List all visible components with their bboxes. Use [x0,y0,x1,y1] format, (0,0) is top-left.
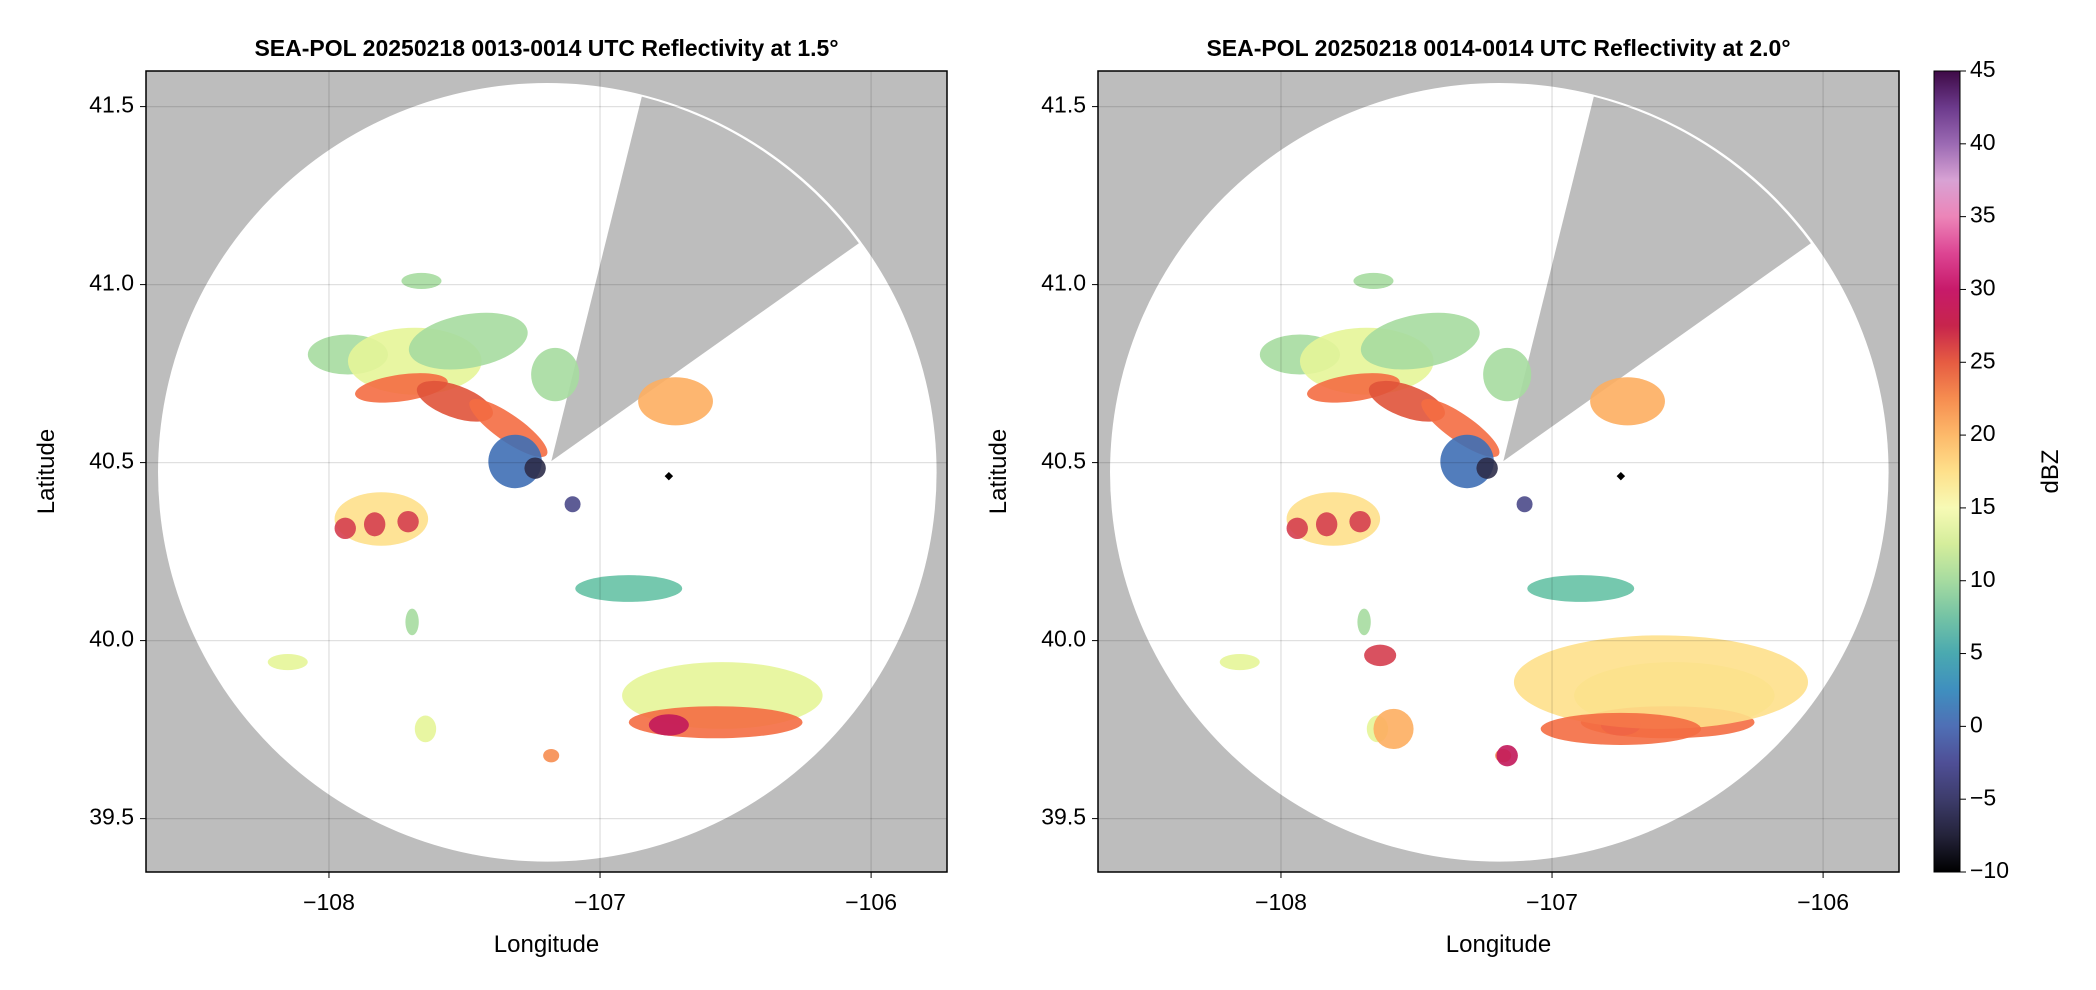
colorbar-tick-label: 0 [1970,711,1983,737]
blocked-sector [1503,96,1811,462]
echo [1540,712,1702,745]
y-tick-label: 41.5 [89,92,134,118]
echo [648,714,689,736]
x-tick-label: −108 [303,889,355,915]
plot-area [1098,71,1899,872]
echo [1357,608,1371,636]
echo [401,272,442,289]
y-tick-label: 40.0 [1041,626,1086,652]
echo [1286,517,1308,540]
echo [1315,512,1338,537]
echo [575,575,683,602]
echo [1353,272,1394,289]
echo [363,512,386,537]
colorbar-tick-label: 25 [1970,347,1996,373]
echo [1590,377,1665,426]
colorbar-label: dBZ [2037,449,2064,493]
echo [638,377,713,426]
x-axis-label: Longitude [1446,931,1551,958]
echo [524,457,546,479]
echo [1513,635,1809,729]
y-tick-label: 40.5 [89,448,134,474]
echo [1483,347,1532,402]
echo [405,608,419,636]
echo [267,654,308,671]
colorbar-tick-label: −10 [1970,857,2009,883]
echo [531,347,580,402]
colorbar-tick-label: 35 [1970,202,1996,228]
echo [334,517,356,540]
echo [397,510,419,533]
plot-area [146,71,947,872]
x-tick-label: −108 [1255,889,1307,915]
colorbar-tick-label: 10 [1970,566,1996,592]
y-tick-label: 41.0 [89,270,134,296]
radar-site [1616,471,1626,481]
y-tick-label: 40.5 [1041,448,1086,474]
echo [1349,510,1371,533]
echo [564,496,581,513]
colorbar-tick-label: 15 [1970,493,1996,519]
axes-frame [145,70,948,873]
colorbar-tick-label: 45 [1970,56,1996,82]
y-axis-label: Latitude [33,429,60,514]
colorbar-tick-label: 30 [1970,275,1996,301]
y-axis-label: Latitude [985,429,1012,514]
echo [1476,457,1498,479]
echo [1496,744,1518,767]
y-tick-label: 40.0 [89,626,134,652]
colorbar-tick-label: −5 [1970,784,1996,810]
echo [408,312,528,370]
y-tick-label: 41.5 [1041,92,1086,118]
y-tick-label: 39.5 [1041,804,1086,830]
echo [1516,496,1533,513]
x-tick-label: −106 [845,889,897,915]
x-tick-label: −106 [1797,889,1849,915]
colorbar-tick-label: 20 [1970,420,1996,446]
blocked-sector [551,96,859,462]
echo [1527,575,1635,602]
echo [1364,644,1397,667]
y-tick-label: 41.0 [1041,270,1086,296]
colorbar [1933,70,1961,873]
x-axis-label: Longitude [494,931,599,958]
x-tick-label: −107 [1526,889,1578,915]
echo [543,748,560,763]
colorbar-tick-label: 5 [1970,639,1983,665]
x-tick-label: −107 [574,889,626,915]
chart-title: SEA-POL 20250218 0014-0014 UTC Reflectiv… [1206,35,1790,61]
echo [1360,312,1480,370]
echo [1373,708,1414,749]
echo [1219,654,1260,671]
echo [414,715,437,743]
colorbar-tick-label: 40 [1970,129,1996,155]
chart-title: SEA-POL 20250218 0013-0014 UTC Reflectiv… [254,35,838,61]
radar-site [664,471,674,481]
axes-frame [1097,70,1900,873]
y-tick-label: 39.5 [89,804,134,830]
